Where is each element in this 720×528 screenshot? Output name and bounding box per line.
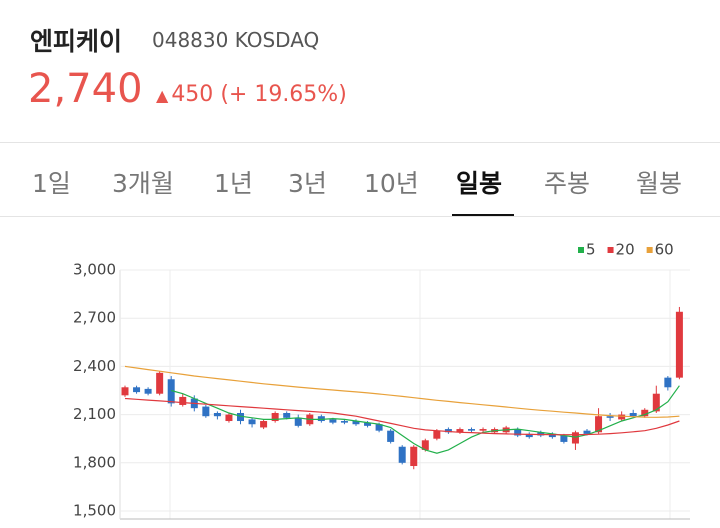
tab-underline bbox=[452, 214, 514, 217]
y-tick-label: 2,100 bbox=[73, 405, 116, 423]
period-tab[interactable]: 3년 bbox=[288, 169, 327, 198]
candle-body bbox=[468, 429, 475, 431]
candle-body bbox=[652, 393, 660, 412]
candle-body bbox=[629, 412, 637, 417]
y-tick-label: 2,700 bbox=[73, 309, 116, 327]
candle-body bbox=[271, 412, 279, 422]
candle-body bbox=[456, 429, 464, 433]
period-tab[interactable]: 1일 bbox=[32, 169, 71, 198]
y-tick-label: 1,800 bbox=[73, 453, 116, 471]
candle-body bbox=[167, 379, 175, 404]
candle-body bbox=[202, 406, 210, 417]
candle-body bbox=[479, 429, 487, 431]
change-amount: 450 bbox=[171, 82, 214, 107]
moving-average-line bbox=[171, 385, 680, 454]
candle-body bbox=[571, 432, 579, 444]
legend-label: 5 bbox=[586, 241, 596, 259]
legend-swatch bbox=[646, 247, 653, 253]
candle-body bbox=[410, 446, 418, 467]
period-tab[interactable]: 주봉 bbox=[544, 169, 591, 198]
period-tab[interactable]: 3개월 bbox=[112, 169, 174, 198]
candle-body bbox=[352, 421, 360, 425]
price: 2,740 bbox=[28, 66, 143, 112]
candle-body bbox=[260, 421, 268, 428]
legend-swatch bbox=[578, 247, 584, 253]
candle-body bbox=[248, 419, 256, 425]
candle-body bbox=[121, 387, 129, 396]
moving-average-line bbox=[124, 397, 680, 436]
candle-body bbox=[317, 416, 325, 422]
y-tick-label: 2,400 bbox=[73, 357, 116, 375]
legend-swatch bbox=[607, 247, 614, 253]
candle-body bbox=[179, 396, 187, 405]
divider bbox=[0, 142, 720, 143]
stock-code: 048830 KOSDAQ bbox=[152, 28, 320, 52]
change-percent: (+ 19.65%) bbox=[220, 82, 347, 107]
y-tick-label: 3,000 bbox=[73, 261, 116, 279]
candle-body bbox=[560, 435, 568, 442]
candle-body bbox=[329, 419, 337, 423]
candle-body bbox=[294, 417, 302, 426]
candle-body bbox=[225, 414, 233, 422]
candle-body bbox=[618, 414, 626, 420]
divider bbox=[0, 216, 720, 217]
candle-body bbox=[641, 409, 649, 417]
candle-body bbox=[156, 372, 164, 394]
candle-body bbox=[514, 429, 522, 436]
candle-body bbox=[606, 416, 614, 418]
change: ▲ 450 (+ 19.65%) bbox=[156, 82, 347, 107]
candle-body bbox=[144, 388, 152, 394]
candle-body bbox=[433, 430, 441, 439]
candle-body bbox=[421, 440, 429, 450]
legend-label: 20 bbox=[616, 241, 635, 259]
legend-label: 60 bbox=[655, 241, 674, 259]
candle-body bbox=[364, 422, 372, 426]
y-tick-label: 1,500 bbox=[73, 502, 116, 520]
period-tab[interactable]: 1년 bbox=[214, 169, 253, 198]
candle-body bbox=[675, 311, 683, 378]
period-tab[interactable]: 10년 bbox=[364, 169, 419, 198]
candle-body bbox=[444, 429, 452, 433]
candle-body bbox=[548, 433, 556, 438]
candle-body bbox=[340, 421, 348, 423]
candle-body bbox=[664, 377, 672, 388]
stock-name: 엔피케이 bbox=[30, 27, 123, 56]
period-tab[interactable]: 일봉 bbox=[456, 169, 503, 198]
candle-body bbox=[213, 412, 221, 417]
candle-body bbox=[133, 387, 141, 393]
candle-body bbox=[583, 430, 591, 434]
period-tabs: 1일 3개월 1년 3년 10년 일봉 주봉 월봉 bbox=[0, 160, 720, 216]
candle-body bbox=[537, 432, 545, 436]
candle-body bbox=[595, 416, 603, 433]
period-tab[interactable]: 월봉 bbox=[636, 169, 683, 198]
candle-body bbox=[237, 412, 244, 422]
candle-body bbox=[375, 424, 383, 431]
candle-body bbox=[525, 433, 533, 438]
candle-body bbox=[398, 446, 406, 463]
moving-average-line bbox=[124, 365, 680, 418]
up-arrow: ▲ bbox=[156, 86, 169, 105]
candle-body bbox=[283, 412, 291, 418]
candle-body bbox=[387, 430, 395, 442]
